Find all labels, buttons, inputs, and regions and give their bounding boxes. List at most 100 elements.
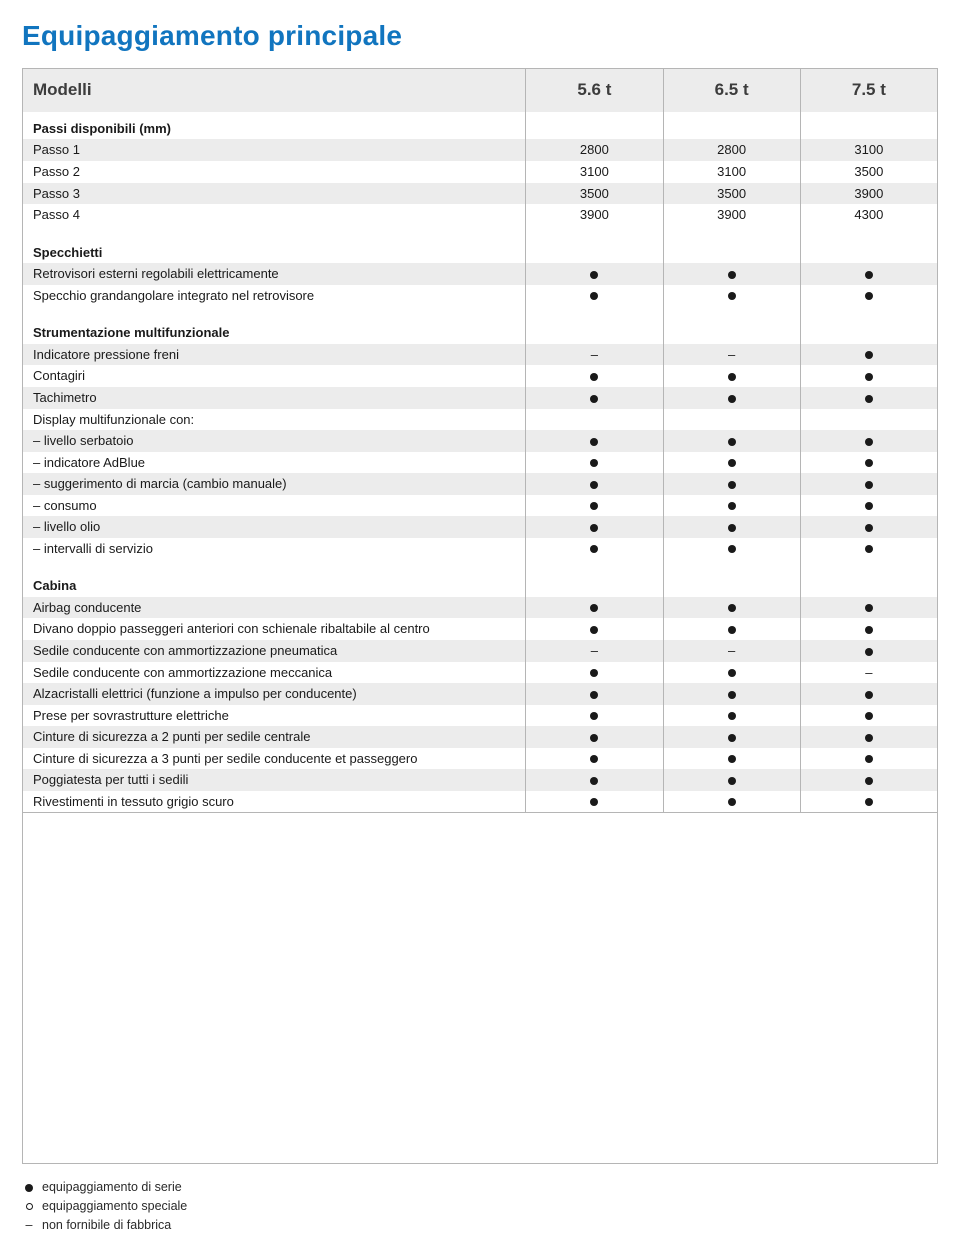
row-value	[800, 538, 937, 560]
dash-icon: –	[728, 643, 735, 658]
table-section-row: Cabina	[23, 569, 938, 597]
dot-icon	[590, 686, 598, 701]
header-label: Modelli	[23, 69, 526, 112]
dot-icon	[865, 347, 873, 362]
row-value	[800, 344, 937, 366]
row-label: Airbag conducente	[23, 597, 526, 619]
table-row: Cinture di sicurezza a 3 punti per sedil…	[23, 748, 938, 770]
table-row: Cinture di sicurezza a 2 punti per sedil…	[23, 726, 938, 748]
row-value	[526, 409, 663, 431]
dot-icon	[590, 708, 598, 723]
row-value	[526, 452, 663, 474]
row-label: Tachimetro	[23, 387, 526, 409]
row-value	[663, 662, 800, 684]
table-row: Airbag conducente	[23, 597, 938, 619]
legend-label: equipaggiamento di serie	[42, 1178, 182, 1197]
row-label: Passi disponibili (mm)	[23, 112, 526, 140]
row-value	[800, 263, 937, 285]
dot-icon	[728, 541, 736, 556]
dot-icon	[590, 665, 598, 680]
dot-icon	[590, 498, 598, 513]
row-label: Cinture di sicurezza a 2 punti per sedil…	[23, 726, 526, 748]
equipment-table: Modelli5.6 t6.5 t7.5 tPassi disponibili …	[22, 68, 938, 813]
row-value	[800, 597, 937, 619]
row-value	[800, 285, 937, 307]
dot-icon	[728, 686, 736, 701]
row-value	[800, 316, 937, 344]
row-label: – intervalli di servizio	[23, 538, 526, 560]
table-row: Retrovisori esterni regolabili elettrica…	[23, 263, 938, 285]
row-label: Display multifunzionale con:	[23, 409, 526, 431]
row-value	[663, 705, 800, 727]
row-value	[663, 597, 800, 619]
dash-icon: –	[728, 347, 735, 362]
row-value	[526, 726, 663, 748]
row-value	[663, 285, 800, 307]
row-value	[663, 112, 800, 140]
row-value: 2800	[526, 139, 663, 161]
dot-icon	[590, 600, 598, 615]
row-value	[663, 538, 800, 560]
row-value	[800, 618, 937, 640]
dot-icon	[728, 455, 736, 470]
row-value	[663, 473, 800, 495]
row-label: Contagiri	[23, 365, 526, 387]
row-label: Prese per sovrastrutture elettriche	[23, 705, 526, 727]
row-value	[663, 791, 800, 813]
dot-icon	[865, 266, 873, 281]
row-value	[663, 430, 800, 452]
dot-icon	[865, 600, 873, 615]
row-value	[800, 640, 937, 662]
row-label: – indicatore AdBlue	[23, 452, 526, 474]
table-empty-area	[22, 813, 938, 1164]
row-value	[526, 748, 663, 770]
dot-icon	[865, 433, 873, 448]
row-label: Passo 4	[23, 204, 526, 226]
header-col: 5.6 t	[526, 69, 663, 112]
row-label: Specchietti	[23, 236, 526, 264]
row-value: –	[663, 640, 800, 662]
dot-icon	[590, 390, 598, 405]
row-value	[663, 769, 800, 791]
dot-icon	[865, 455, 873, 470]
dot-icon	[865, 390, 873, 405]
dot-icon	[590, 541, 598, 556]
legend: equipaggiamento di serie equipaggiamento…	[22, 1178, 938, 1234]
row-value	[800, 769, 937, 791]
table-spacer	[23, 559, 938, 569]
row-value	[800, 365, 937, 387]
row-value: 3500	[526, 183, 663, 205]
row-value	[663, 316, 800, 344]
row-value: 3500	[663, 183, 800, 205]
row-value: 4300	[800, 204, 937, 226]
row-label: Passo 2	[23, 161, 526, 183]
row-label: Sedile conducente con ammortizzazione pn…	[23, 640, 526, 662]
row-value	[526, 705, 663, 727]
dot-icon	[728, 665, 736, 680]
row-value	[526, 285, 663, 307]
dot-icon	[865, 751, 873, 766]
row-value	[800, 705, 937, 727]
table-header-row: Modelli5.6 t6.5 t7.5 t	[23, 69, 938, 112]
dot-icon	[865, 541, 873, 556]
dot-icon	[865, 498, 873, 513]
legend-row-serie: equipaggiamento di serie	[22, 1178, 938, 1197]
row-value	[526, 112, 663, 140]
row-value	[800, 473, 937, 495]
row-value: –	[526, 640, 663, 662]
row-value	[663, 409, 800, 431]
row-value: 3900	[800, 183, 937, 205]
row-value: –	[800, 662, 937, 684]
dot-icon	[865, 794, 873, 809]
dot-icon	[590, 368, 598, 383]
row-value	[663, 236, 800, 264]
dot-icon	[865, 288, 873, 303]
dash-icon: –	[591, 643, 598, 658]
row-value: 3900	[526, 204, 663, 226]
table-row: Passo 4390039004300	[23, 204, 938, 226]
dot-icon	[728, 476, 736, 491]
row-label: Cabina	[23, 569, 526, 597]
dot-icon	[590, 751, 598, 766]
row-label: – livello serbatoio	[23, 430, 526, 452]
row-value	[800, 516, 937, 538]
